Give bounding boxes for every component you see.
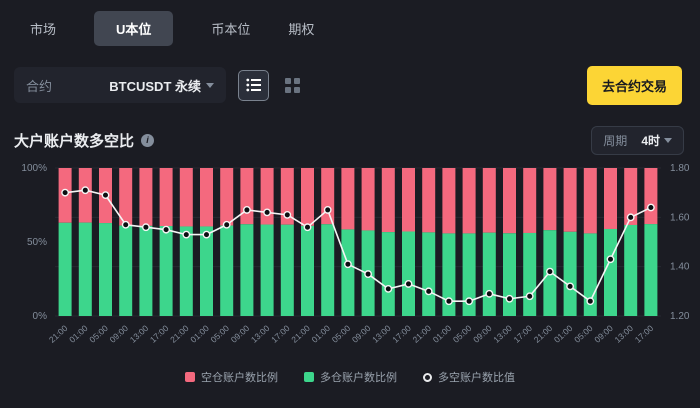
top-tab-bar: 市场 U本位 币本位 期权 — [0, 0, 700, 46]
svg-text:13:00: 13:00 — [128, 323, 151, 345]
svg-text:01:00: 01:00 — [431, 323, 454, 345]
legend-square-red — [185, 372, 195, 382]
svg-text:1.40: 1.40 — [670, 262, 690, 273]
svg-text:21:00: 21:00 — [289, 323, 312, 345]
legend-square-green — [304, 372, 314, 382]
list-view-icon — [245, 78, 261, 92]
svg-text:17:00: 17:00 — [148, 323, 171, 345]
svg-text:21:00: 21:00 — [532, 323, 555, 345]
legend-dot-marker — [423, 372, 432, 382]
svg-text:05:00: 05:00 — [572, 323, 595, 345]
svg-text:05:00: 05:00 — [87, 323, 110, 345]
go-to-futures-trade-button[interactable]: 去合约交易 — [586, 65, 682, 105]
section-header: 大户账户数多空比 i 周期 4时 — [0, 104, 700, 155]
svg-text:100%: 100% — [21, 163, 47, 174]
svg-text:05:00: 05:00 — [451, 323, 474, 345]
legend-label: 空仓账户数比例 — [201, 372, 278, 384]
tab-market[interactable]: 市场 — [30, 21, 57, 37]
long-short-ratio-chart[interactable]: 0% 50% 100% 1.20 1.40 1.60 1.80 21:00 01:00 05:00… — [0, 154, 700, 367]
chart-legend: 空仓账户数比例 多仓账户数比例 多空账户数比值 — [0, 367, 700, 385]
svg-text:0%: 0% — [33, 311, 48, 322]
chart-canvas: 0%50%100%1.201.401.601.8021:0001:0005:00… — [21, 163, 690, 345]
legend-item-ratio[interactable]: 多空账户数比值 — [423, 369, 515, 385]
svg-text:05:00: 05:00 — [330, 323, 353, 345]
grid-view-icon[interactable] — [285, 77, 300, 93]
svg-text:09:00: 09:00 — [108, 323, 131, 345]
svg-text:17:00: 17:00 — [269, 323, 292, 345]
svg-text:01:00: 01:00 — [310, 323, 333, 345]
period-select[interactable]: 周期 4时 — [591, 125, 684, 155]
svg-text:05:00: 05:00 — [209, 323, 232, 345]
svg-text:01:00: 01:00 — [552, 323, 575, 345]
svg-text:17:00: 17:00 — [633, 323, 656, 345]
toolbar: 合约 BTCUSDT 永续 去合约交易 — [0, 46, 700, 105]
svg-text:09:00: 09:00 — [471, 323, 494, 345]
svg-text:1.80: 1.80 — [670, 163, 690, 174]
svg-text:01:00: 01:00 — [188, 323, 211, 345]
svg-text:09:00: 09:00 — [229, 323, 252, 345]
tab-options[interactable]: 期权 — [288, 21, 315, 37]
svg-text:01:00: 01:00 — [67, 323, 90, 345]
tab-usd-m[interactable]: U本位 — [94, 10, 174, 46]
svg-text:21:00: 21:00 — [168, 323, 191, 345]
svg-text:09:00: 09:00 — [350, 323, 373, 345]
svg-text:13:00: 13:00 — [370, 323, 393, 345]
period-select-value: 4时 — [641, 133, 660, 148]
contract-select-label: 合约 — [26, 78, 53, 94]
svg-text:13:00: 13:00 — [491, 323, 514, 345]
contract-select-value: BTCUSDT 永续 — [109, 78, 201, 94]
svg-text:50%: 50% — [27, 237, 47, 248]
page-title: 大户账户数多空比 — [14, 132, 135, 150]
svg-text:17:00: 17:00 — [390, 323, 413, 345]
svg-text:1.20: 1.20 — [670, 311, 690, 322]
svg-text:17:00: 17:00 — [512, 323, 535, 345]
tab-coin-m[interactable]: 币本位 — [211, 21, 251, 37]
svg-text:21:00: 21:00 — [47, 323, 70, 345]
list-view-button[interactable] — [238, 69, 269, 101]
chevron-down-icon — [206, 82, 214, 88]
svg-text:1.60: 1.60 — [670, 212, 690, 223]
svg-text:09:00: 09:00 — [592, 323, 615, 345]
svg-text:13:00: 13:00 — [613, 323, 636, 345]
legend-item-short[interactable]: 空仓账户数比例 — [185, 369, 278, 385]
chevron-down-icon — [664, 137, 672, 143]
contract-select[interactable]: 合约 BTCUSDT 永续 — [14, 67, 226, 103]
svg-text:13:00: 13:00 — [249, 323, 272, 345]
period-select-label: 周期 — [603, 133, 628, 148]
legend-label: 多空账户数比值 — [438, 372, 515, 384]
svg-text:21:00: 21:00 — [411, 323, 434, 345]
legend-label: 多仓账户数比例 — [320, 372, 397, 384]
info-icon[interactable]: i — [141, 133, 155, 147]
legend-item-long[interactable]: 多仓账户数比例 — [304, 369, 397, 385]
